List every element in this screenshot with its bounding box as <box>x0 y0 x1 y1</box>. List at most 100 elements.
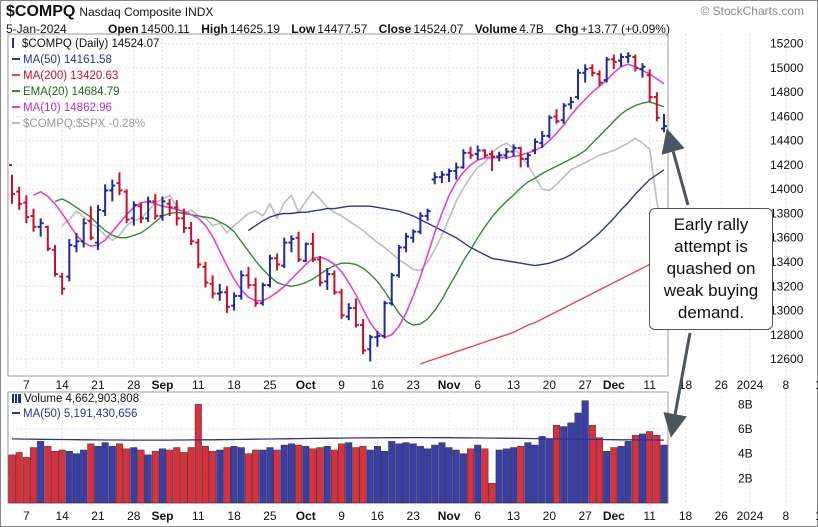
ohlc-bar <box>510 144 517 157</box>
volume-bar <box>130 447 138 504</box>
volume-bar <box>209 451 217 504</box>
legend-ma200-swatch <box>12 74 20 76</box>
legend-ema20: EMA(20) 14684.79 <box>12 86 120 98</box>
volume-bar <box>524 442 532 504</box>
date-tick-label: 15 <box>815 378 818 392</box>
ohlc-bar <box>302 242 309 262</box>
ohlc-bar <box>209 275 216 299</box>
volume-bar <box>80 449 88 504</box>
ohlc-bar <box>331 270 338 295</box>
volume-bar <box>115 443 123 504</box>
ohlc-bar <box>582 64 589 83</box>
date-tick-label: 6 <box>474 378 481 392</box>
volume-bar <box>495 449 503 504</box>
price-tick-label: 12800 <box>770 328 804 342</box>
date-tick-label: 28 <box>127 509 141 523</box>
date-tick-label: 23 <box>407 378 421 392</box>
open-value: 14500.11 <box>140 22 190 36</box>
ohlc-bar <box>195 238 202 269</box>
ohlc-bar <box>152 194 159 220</box>
ohlc-bar <box>317 255 324 287</box>
volume-bar <box>639 433 646 504</box>
ohlc-bars <box>9 52 667 362</box>
volume-bar <box>44 446 52 504</box>
ohlc-bar <box>245 266 252 289</box>
volume-bar <box>273 449 281 504</box>
ohlc-bar <box>646 69 653 102</box>
callout-arrows <box>661 128 692 438</box>
date-tick-label: 9 <box>338 378 345 392</box>
ticker-title: $COMPQ Nasdaq Composite INDX <box>6 3 214 20</box>
volume-bar <box>581 400 589 504</box>
date-tick-label: Nov <box>438 378 461 392</box>
volume-bar <box>223 447 231 504</box>
ohlc-bar <box>266 254 273 288</box>
price-tick-label: 12600 <box>770 352 804 366</box>
volume-bar <box>409 443 417 504</box>
volume-label: Volume <box>474 22 518 36</box>
ohlc-bar <box>145 196 152 222</box>
ohlc-bar <box>632 54 639 72</box>
ohlc-bar <box>173 200 180 226</box>
volume-tick-label: 4B <box>738 447 753 461</box>
ohlc-bar <box>575 69 582 100</box>
ohlc-bar <box>338 288 345 319</box>
volume-bar <box>144 454 152 504</box>
volume-bar <box>502 448 510 504</box>
volume-bar <box>538 436 546 504</box>
date-tick-label: 27 <box>579 378 593 392</box>
volume-bar <box>58 449 66 504</box>
ohlc-summary: Open 14500.11 High 14625.19 Low 14477.57 Cl… <box>108 22 678 36</box>
ohlc-bar <box>238 270 245 300</box>
volume-bar <box>194 404 202 504</box>
volume-tick-label: 2B <box>738 471 753 485</box>
ohlc-bar <box>37 218 44 237</box>
ohlc-bar <box>560 103 567 124</box>
volume-tick-label: 6B <box>738 422 753 436</box>
volume-bar <box>438 442 446 504</box>
volume-bar <box>402 442 410 504</box>
price-panel-border <box>7 33 669 377</box>
date-tick-label: 16 <box>371 509 385 523</box>
index-name: Nasdaq Composite INDX <box>79 5 214 19</box>
ohlc-bar <box>274 253 281 271</box>
volume-bar <box>510 447 518 504</box>
high-value: 14625.19 <box>229 22 280 36</box>
chg-value: +13.77 (+0.09%) <box>580 22 670 36</box>
volume-bar <box>295 444 303 504</box>
volume-bar <box>366 449 374 504</box>
volume-bar <box>488 483 496 504</box>
date-tick-label: 25 <box>263 378 277 392</box>
high-label: High <box>201 22 228 36</box>
ohlc-bar <box>159 196 166 221</box>
ohlc-bar <box>295 231 302 262</box>
ohlc-bar <box>51 245 58 277</box>
volume-bar <box>302 446 310 504</box>
volume-value: 4.7B <box>519 22 544 36</box>
series-line-ma-10- <box>33 63 665 339</box>
legend-rel: $COMPQ:$SPX -0.28% <box>12 118 145 130</box>
legend-volume: Volume 4,662,903,808 <box>12 393 139 405</box>
date-tick-label: 7 <box>23 509 30 523</box>
ohlc-bar <box>489 150 496 172</box>
ohlc-bar <box>223 286 230 313</box>
ohlc-bar <box>288 235 295 253</box>
ohlc-bar <box>625 52 632 64</box>
ohlc-bar <box>216 283 223 301</box>
ohlc-bar <box>496 151 503 162</box>
price-axis-labels: 12600 12800 13000 13200 13400 13600 13800 14000… <box>770 37 804 366</box>
date-tick-label: 13 <box>507 509 521 523</box>
ohlc-bar <box>503 148 510 159</box>
ohlc-bar <box>66 238 73 282</box>
ohlc-bar <box>388 272 395 306</box>
volume-bar <box>596 437 603 504</box>
price-tick-label: 13000 <box>770 304 804 318</box>
date-tick-label: Oct <box>296 378 316 392</box>
volume-bar <box>445 447 453 504</box>
date-tick-label: Sep <box>151 509 173 523</box>
volume-bar <box>388 441 396 504</box>
ohlc-bar <box>16 186 23 210</box>
ohlc-bar <box>460 149 467 169</box>
ohlc-bar <box>524 152 531 168</box>
legend-rel-swatch <box>12 122 20 124</box>
